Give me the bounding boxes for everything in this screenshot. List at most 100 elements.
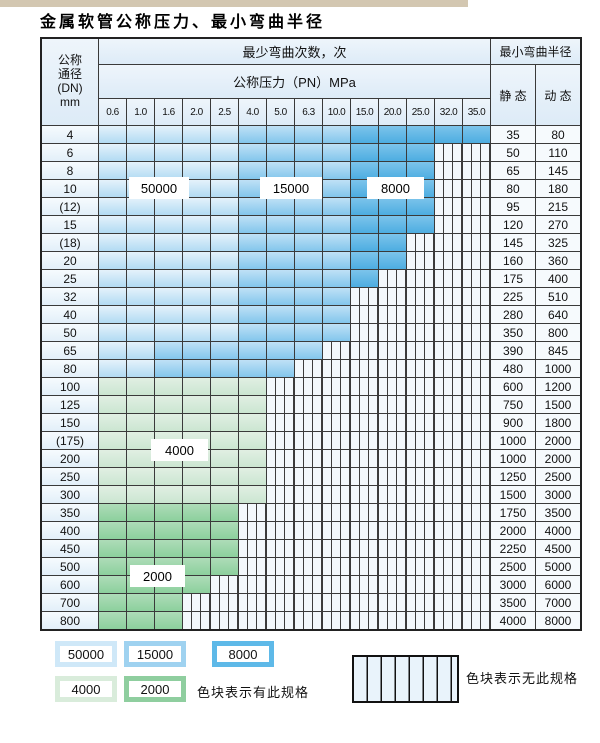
no-spec-cell <box>379 342 406 359</box>
pressure-tick-2.0: 2.0 <box>183 99 210 125</box>
no-spec-cell <box>351 558 378 575</box>
cycle-cell <box>211 288 238 305</box>
dn-cell: 400 <box>42 522 98 539</box>
no-spec-cell <box>463 396 490 413</box>
cycle-cell <box>407 216 434 233</box>
pressure-tick-1.0: 1.0 <box>127 99 154 125</box>
cycle-cell <box>267 198 294 215</box>
cycle-cell <box>407 126 434 143</box>
cycle-cell <box>99 162 126 179</box>
cycle-cell <box>183 324 210 341</box>
static-radius-cell: 350 <box>491 324 535 341</box>
cycle-cell <box>183 504 210 521</box>
no-spec-cell <box>295 378 322 395</box>
cycle-cell <box>183 558 210 575</box>
no-spec-cell <box>351 612 378 629</box>
static-radius-cell: 600 <box>491 378 535 395</box>
cycle-cell <box>155 612 182 629</box>
cycle-cell <box>211 234 238 251</box>
cycle-cell <box>127 216 154 233</box>
cycle-cell <box>239 216 266 233</box>
cycle-cell <box>323 270 350 287</box>
no-spec-cell <box>407 450 434 467</box>
no-spec-cell <box>211 576 238 593</box>
dynamic-radius-cell: 640 <box>536 306 580 323</box>
legend-swatch-50000: 50000 <box>55 641 117 667</box>
no-spec-cell <box>435 288 462 305</box>
no-spec-cell <box>407 234 434 251</box>
pressure-tick-2.5: 2.5 <box>211 99 238 125</box>
cycle-cell <box>351 144 378 161</box>
no-spec-cell <box>183 612 210 629</box>
no-spec-cell <box>463 234 490 251</box>
no-spec-cell <box>463 504 490 521</box>
no-spec-cell <box>435 540 462 557</box>
cycle-cell <box>183 216 210 233</box>
static-radius-cell: 2000 <box>491 522 535 539</box>
cycle-cell <box>127 378 154 395</box>
dn-cell: 200 <box>42 450 98 467</box>
no-spec-cell <box>463 162 490 179</box>
cycle-cell <box>127 522 154 539</box>
no-spec-cell <box>435 216 462 233</box>
no-spec-cell <box>407 468 434 485</box>
cycle-cell <box>379 234 406 251</box>
no-spec-cell <box>463 522 490 539</box>
cycle-cell <box>239 234 266 251</box>
cycle-cell <box>127 270 154 287</box>
no-spec-cell <box>379 432 406 449</box>
no-spec-cell <box>183 594 210 611</box>
dn-cell: 800 <box>42 612 98 629</box>
cycle-cell <box>183 234 210 251</box>
no-spec-cell <box>323 342 350 359</box>
no-spec-cell <box>323 378 350 395</box>
cycle-cell <box>211 270 238 287</box>
cycle-cell <box>155 234 182 251</box>
no-spec-cell <box>351 576 378 593</box>
pressure-tick-15.0: 15.0 <box>351 99 378 125</box>
static-radius-cell: 145 <box>491 234 535 251</box>
cycle-cell <box>99 612 126 629</box>
cycle-cell <box>239 378 266 395</box>
cycle-label-15000: 15000 <box>261 178 321 198</box>
pn-header: 公称压力（PN）MPa <box>99 65 490 98</box>
no-spec-cell <box>435 522 462 539</box>
dynamic-radius-cell: 1000 <box>536 360 580 377</box>
dn-cell: 600 <box>42 576 98 593</box>
cycle-cell <box>323 252 350 269</box>
cycle-label-4000: 4000 <box>152 440 207 460</box>
no-spec-cell <box>407 378 434 395</box>
cycle-cell <box>351 234 378 251</box>
static-radius-cell: 3000 <box>491 576 535 593</box>
no-spec-cell <box>435 180 462 197</box>
cycle-cell <box>379 162 406 179</box>
no-spec-cell <box>323 612 350 629</box>
no-spec-cell <box>407 360 434 377</box>
cycle-cell <box>127 468 154 485</box>
no-spec-cell <box>379 558 406 575</box>
cycle-cell <box>127 450 154 467</box>
pressure-tick-10.0: 10.0 <box>323 99 350 125</box>
dynamic-radius-cell: 6000 <box>536 576 580 593</box>
pressure-tick-25.0: 25.0 <box>407 99 434 125</box>
legend-swatch-4000: 4000 <box>55 676 117 702</box>
no-spec-cell <box>379 270 406 287</box>
dn-cell: 25 <box>42 270 98 287</box>
dynamic-header: 动 态 <box>536 65 580 125</box>
cycle-cell <box>127 504 154 521</box>
legend-swatch-8000: 8000 <box>212 641 274 667</box>
dn-cell: 15 <box>42 216 98 233</box>
no-spec-cell <box>351 450 378 467</box>
no-spec-cell <box>379 288 406 305</box>
no-spec-cell <box>267 396 294 413</box>
no-spec-cell <box>435 612 462 629</box>
no-spec-cell <box>463 306 490 323</box>
no-spec-cell <box>435 396 462 413</box>
no-spec-cell <box>435 576 462 593</box>
dynamic-radius-cell: 2000 <box>536 432 580 449</box>
cycle-cell <box>155 144 182 161</box>
cycle-cell <box>127 594 154 611</box>
cycle-cell <box>211 468 238 485</box>
no-spec-cell <box>295 558 322 575</box>
no-spec-cell <box>435 360 462 377</box>
